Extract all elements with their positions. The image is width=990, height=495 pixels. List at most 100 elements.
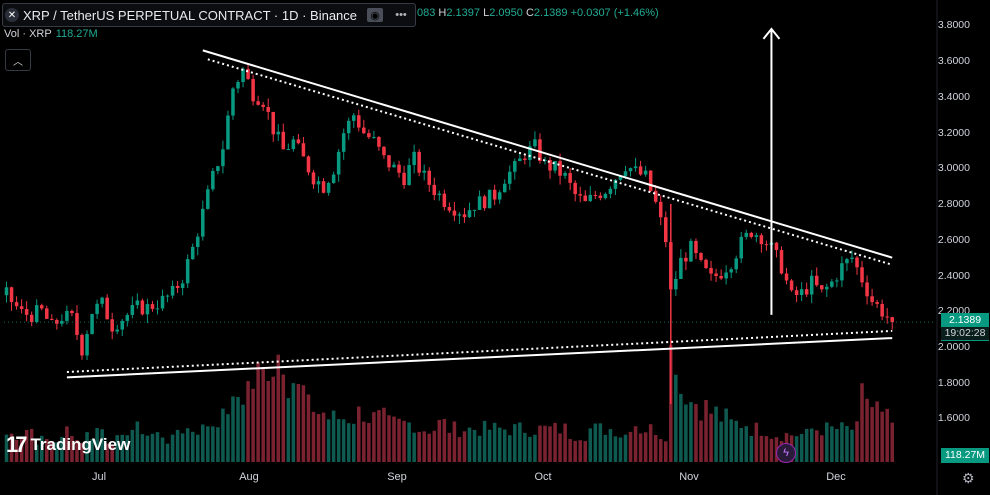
volume-bar <box>185 428 190 462</box>
candle-body <box>39 305 44 309</box>
volume-bar <box>60 436 64 462</box>
volume-bar <box>482 420 487 462</box>
volume-bar <box>769 438 774 462</box>
candle-body <box>593 194 598 196</box>
candle-body <box>120 320 125 330</box>
symbol-title[interactable]: XRP / TetherUS PERPETUAL CONTRACT · 1D ·… <box>23 7 358 23</box>
candle-body <box>231 88 235 116</box>
volume-bar <box>387 415 391 462</box>
tradingview-logo[interactable]: 17 TradingView <box>6 432 130 458</box>
time-axis-label: Dec <box>826 471 846 483</box>
volume-bar <box>100 429 104 462</box>
candle-body <box>568 173 572 183</box>
volume-bar <box>170 434 175 462</box>
candle-body <box>311 172 316 185</box>
candle-body <box>271 111 275 135</box>
volume-bar <box>120 434 125 462</box>
collapse-legend-button[interactable]: ︿ <box>5 49 31 71</box>
ascending-support-line <box>66 337 893 379</box>
price-tick-label: 3.6000 <box>937 55 970 68</box>
volume-bar <box>835 429 839 462</box>
volume-bar <box>341 419 346 462</box>
price-tick-label: 1.6000 <box>937 412 970 425</box>
volume-bar <box>704 399 708 462</box>
volume-bar <box>271 376 275 462</box>
volume-bar <box>372 412 376 462</box>
candle-body <box>764 244 769 246</box>
symbol-header[interactable]: ✕ XRP / TetherUS PERPETUAL CONTRACT · 1D… <box>2 3 417 27</box>
volume-bar <box>598 423 603 462</box>
volume-bar <box>85 432 89 462</box>
volume-bar <box>236 396 240 462</box>
candle-body <box>870 296 874 303</box>
candle-body <box>34 305 39 323</box>
candle-body <box>633 166 638 169</box>
volume-bar <box>281 374 286 462</box>
candle-body <box>251 79 255 102</box>
volume-bar <box>437 419 442 462</box>
volume-bar <box>397 418 401 462</box>
volume-bar <box>301 385 306 462</box>
volume-bar <box>326 419 331 462</box>
candle-body <box>578 194 582 196</box>
candle-body <box>684 257 688 262</box>
volume-bar <box>573 440 577 462</box>
volume-bar <box>513 424 517 462</box>
candle-body <box>825 286 829 290</box>
more-options-icon[interactable]: ••• <box>395 9 407 21</box>
candle-body <box>140 300 145 315</box>
candle-body <box>427 170 432 185</box>
hide-icon[interactable]: ◉ <box>367 8 384 22</box>
candle-body <box>689 240 693 262</box>
volume-bar <box>633 426 638 462</box>
volume-bar <box>226 414 230 462</box>
volume-bar <box>794 436 799 462</box>
candle-body <box>694 240 698 254</box>
candle-body <box>170 285 175 296</box>
volume-bar <box>507 435 512 462</box>
volume-bar <box>679 393 683 462</box>
volume-bar <box>392 416 396 462</box>
volume-bar <box>533 434 537 462</box>
lightning-icon[interactable]: ϟ <box>776 443 796 463</box>
volume-bar <box>734 420 738 462</box>
high-value: 2.1397 <box>446 7 481 19</box>
change-value: +0.0307 (+1.46%) <box>570 7 659 19</box>
candle-body <box>417 151 421 173</box>
candle-body <box>865 282 869 297</box>
volume-bar <box>306 394 311 462</box>
candle-body <box>276 131 281 135</box>
price-tick-label: 1.8000 <box>937 376 970 389</box>
candle-body <box>759 235 764 245</box>
volume-bar <box>9 433 14 462</box>
volume-bar <box>351 423 356 462</box>
volume-bar <box>336 419 341 462</box>
volume-legend[interactable]: Vol · XRP 118.27M <box>4 28 98 40</box>
gear-icon[interactable]: ⚙ <box>962 470 975 486</box>
candle-body <box>830 281 834 287</box>
volume-bar <box>840 422 844 462</box>
candle-body <box>850 257 854 260</box>
volume-bar <box>377 410 381 462</box>
candle-body <box>674 278 678 290</box>
volume-bar <box>34 444 39 462</box>
volume-bar <box>19 438 24 462</box>
volume-bar <box>568 439 572 462</box>
candle-body <box>623 171 628 177</box>
volume-bar <box>150 433 155 462</box>
candle-body <box>70 310 74 314</box>
volume-bar <box>165 443 170 462</box>
volume-bar <box>558 433 562 462</box>
candle-body <box>256 101 260 105</box>
candle-body <box>749 232 754 237</box>
ascending-support-dotted-line <box>66 329 893 374</box>
target-arrow-head <box>762 27 781 40</box>
volume-bar <box>296 384 301 462</box>
price-tick-label: 3.4000 <box>937 90 970 103</box>
close-label: C <box>525 7 534 19</box>
candle-body <box>9 287 14 303</box>
candle-body <box>216 166 220 171</box>
volume-bar <box>804 428 809 462</box>
candle-body <box>326 182 331 193</box>
